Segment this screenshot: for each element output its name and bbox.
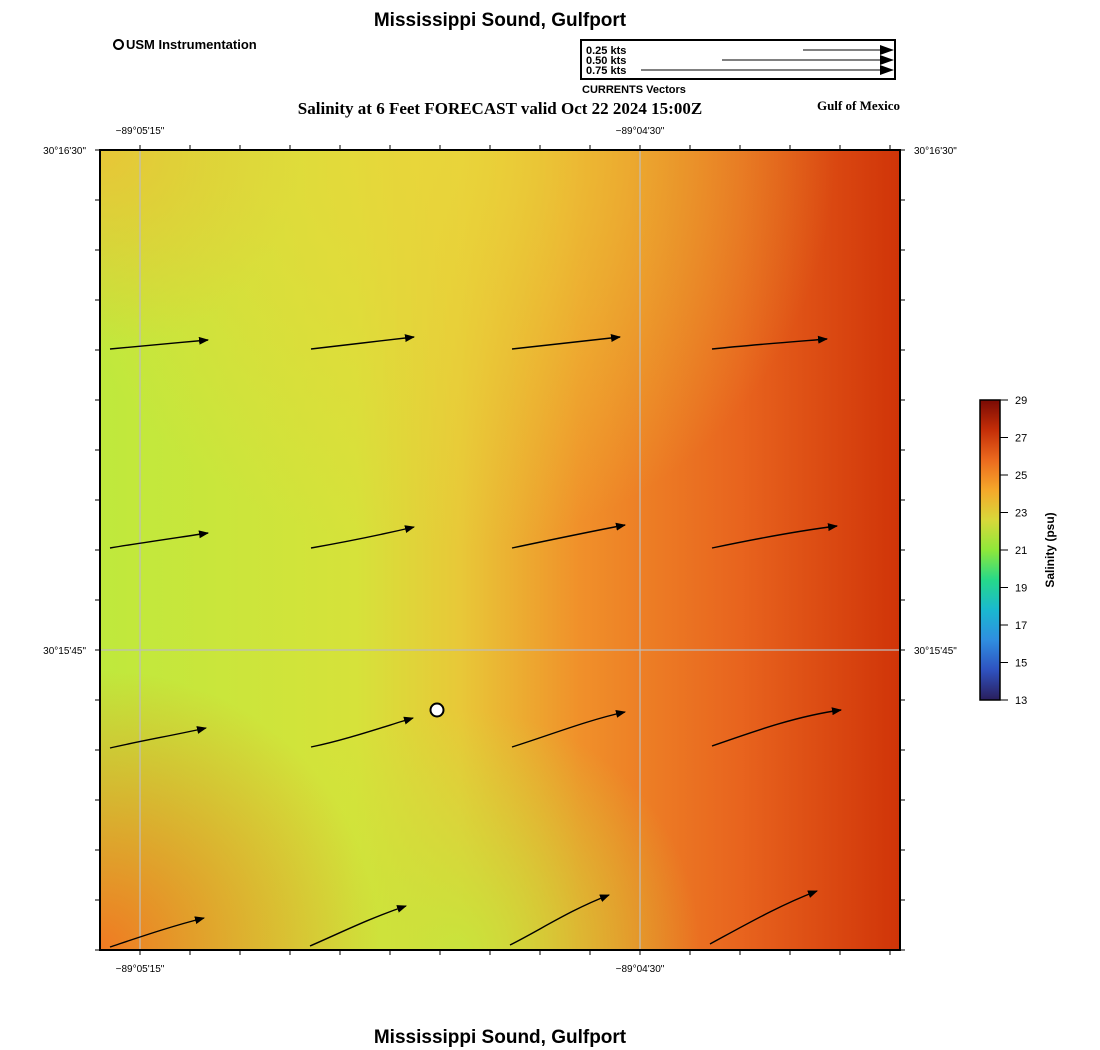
current-vector [709,890,818,945]
current-vector [310,334,415,350]
map-bottom-title: Mississippi Sound, Gulfport [373,1027,627,1048]
colorbar-tick-label: 13 [1015,695,1027,707]
current-vector [711,523,838,549]
current-vectors [109,334,842,948]
current-vector [711,335,828,350]
vector-scale-label-3: 0.75 kts [586,65,626,77]
colorbar-tick-label: 19 [1015,583,1027,595]
colorbar-tick-label: 27 [1015,433,1027,445]
colorbar-tick-label: 15 [1015,658,1027,670]
vector-scale-title: CURRENTS Vectors [582,84,686,96]
region-label: Gulf of Mexico [816,98,900,113]
current-vector [511,334,621,350]
graticule [100,150,900,950]
current-vector [511,522,626,549]
frame-ticks [95,145,905,955]
current-vector [109,916,205,948]
current-vector [109,336,209,350]
current-vector [309,905,407,947]
current-vector [711,707,842,747]
current-vector [109,726,207,749]
forecast-subtitle: Salinity at 6 Feet FORECAST valid Oct 22… [297,99,703,118]
station-legend-label: USM Instrumentation [126,37,257,52]
current-vector [310,716,414,748]
lon-tick-bottom-2: −89°04'30" [616,964,665,975]
colorbar-tick-label: 21 [1015,545,1027,557]
colorbar-tick-label: 25 [1015,470,1027,482]
colorbar-tick-label: 23 [1015,508,1027,520]
lon-tick-top-2: −89°04'30" [616,126,665,137]
usm-station-marker[interactable] [429,702,445,718]
salinity-colorbar: 29 27 25 23 21 19 17 15 13 Salinity (psu) [979,395,1057,707]
lat-tick-left-2: 30°15'45" [43,646,86,657]
station-legend: USM Instrumentation [113,37,257,52]
axis-labels: −89°05'15" −89°04'30" −89°05'15" −89°04'… [43,126,957,975]
vector-scale-label-1: 0.25 kts [586,45,626,57]
station-marker-icon [113,39,124,50]
current-vector [511,709,626,748]
vector-scale-box: 0.25 kts 0.50 kts 0.75 kts [580,39,896,80]
colorbar-ticks: 29 27 25 23 21 19 17 15 13 [1000,395,1027,707]
lon-tick-bottom-1: −89°05'15" [116,964,165,975]
lat-tick-right-2: 30°15'45" [914,646,957,657]
colorbar-title: Salinity (psu) [1043,512,1057,587]
lat-tick-left-1: 30°16'30" [43,146,86,157]
colorbar-tick-label: 29 [1015,395,1027,407]
current-vector [310,525,415,549]
vector-scale-label-2: 0.50 kts [586,55,626,67]
lon-tick-top-1: −89°05'15" [116,126,165,137]
current-vector [109,530,209,549]
colorbar-tick-label: 17 [1015,620,1027,632]
map-title: Mississippi Sound, Gulfport [373,10,627,31]
current-vector [509,894,610,946]
salinity-field [100,150,900,950]
lat-tick-right-1: 30°16'30" [914,146,957,157]
